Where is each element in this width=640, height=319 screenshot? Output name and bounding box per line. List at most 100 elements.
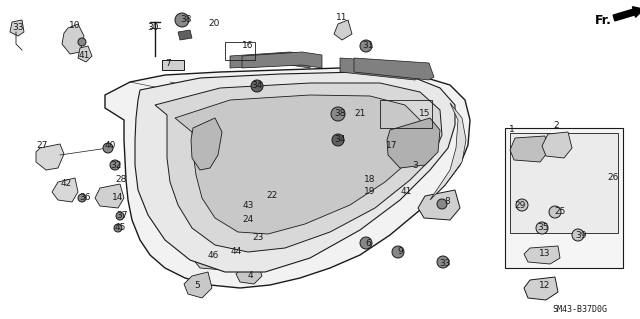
Text: 6: 6 xyxy=(365,239,371,248)
Text: 2: 2 xyxy=(553,121,559,130)
Text: 23: 23 xyxy=(252,234,264,242)
Text: 15: 15 xyxy=(419,108,431,117)
Circle shape xyxy=(360,40,372,52)
Text: 39: 39 xyxy=(575,231,587,240)
Circle shape xyxy=(251,80,263,92)
Text: 29: 29 xyxy=(515,201,525,210)
Polygon shape xyxy=(248,230,276,252)
Text: 26: 26 xyxy=(607,174,619,182)
Text: 40: 40 xyxy=(104,142,116,151)
Circle shape xyxy=(437,256,449,268)
Text: 12: 12 xyxy=(540,280,550,290)
Polygon shape xyxy=(264,188,292,210)
Text: 7: 7 xyxy=(165,60,171,69)
Text: 17: 17 xyxy=(387,142,397,151)
Polygon shape xyxy=(348,172,386,196)
Polygon shape xyxy=(105,68,470,288)
Text: 10: 10 xyxy=(69,20,81,29)
Text: 1: 1 xyxy=(509,125,515,135)
Polygon shape xyxy=(62,24,84,54)
Circle shape xyxy=(78,194,86,202)
Text: 44: 44 xyxy=(230,248,242,256)
Text: 3: 3 xyxy=(412,161,418,170)
Text: 14: 14 xyxy=(112,192,124,202)
Circle shape xyxy=(78,38,86,46)
Text: 4: 4 xyxy=(247,271,253,279)
Polygon shape xyxy=(52,178,78,202)
Circle shape xyxy=(536,222,548,234)
Text: 33: 33 xyxy=(439,259,451,269)
Text: 34: 34 xyxy=(334,136,346,145)
Circle shape xyxy=(103,143,113,153)
Bar xyxy=(162,60,184,70)
Polygon shape xyxy=(178,30,192,40)
Polygon shape xyxy=(155,83,442,252)
Polygon shape xyxy=(418,190,460,220)
Circle shape xyxy=(437,199,447,209)
Bar xyxy=(380,100,432,128)
Polygon shape xyxy=(191,118,222,170)
Text: 30: 30 xyxy=(147,23,159,32)
Text: 31: 31 xyxy=(362,41,374,49)
Text: 36: 36 xyxy=(79,194,91,203)
Text: 25: 25 xyxy=(554,207,566,217)
Circle shape xyxy=(332,134,344,146)
Polygon shape xyxy=(236,264,262,284)
Polygon shape xyxy=(78,46,92,62)
Polygon shape xyxy=(10,20,24,36)
Text: 41: 41 xyxy=(400,188,412,197)
Text: 18: 18 xyxy=(364,175,376,184)
Text: 8: 8 xyxy=(444,197,450,206)
Circle shape xyxy=(175,13,189,27)
FancyArrow shape xyxy=(613,7,640,21)
Text: 20: 20 xyxy=(208,19,220,28)
Bar xyxy=(225,42,255,60)
Text: 42: 42 xyxy=(60,179,72,188)
Text: 37: 37 xyxy=(116,211,128,219)
Text: 41: 41 xyxy=(78,50,90,60)
Text: 34: 34 xyxy=(252,81,262,91)
Text: 35: 35 xyxy=(537,224,548,233)
Text: 13: 13 xyxy=(540,249,551,257)
Polygon shape xyxy=(242,52,322,68)
Polygon shape xyxy=(208,208,252,238)
Polygon shape xyxy=(230,52,310,68)
Circle shape xyxy=(392,246,404,258)
Bar xyxy=(510,133,618,233)
Polygon shape xyxy=(240,200,264,222)
Polygon shape xyxy=(222,244,248,264)
Polygon shape xyxy=(524,246,560,264)
Polygon shape xyxy=(95,184,124,208)
Text: 38: 38 xyxy=(334,108,346,117)
Polygon shape xyxy=(430,103,466,200)
Polygon shape xyxy=(334,20,352,40)
Polygon shape xyxy=(354,58,434,80)
Circle shape xyxy=(549,206,561,218)
Text: 46: 46 xyxy=(207,250,219,259)
Polygon shape xyxy=(175,95,420,234)
Text: SM43-B37D0G: SM43-B37D0G xyxy=(552,306,607,315)
Text: 27: 27 xyxy=(36,142,48,151)
Circle shape xyxy=(116,212,124,220)
Circle shape xyxy=(516,199,528,211)
Text: 38: 38 xyxy=(180,16,192,25)
Polygon shape xyxy=(36,144,64,170)
Text: 16: 16 xyxy=(243,41,253,50)
Text: 43: 43 xyxy=(243,202,253,211)
Polygon shape xyxy=(524,277,558,300)
Polygon shape xyxy=(135,72,455,272)
Bar xyxy=(505,128,623,268)
Text: 21: 21 xyxy=(355,108,365,117)
Polygon shape xyxy=(184,272,212,298)
Polygon shape xyxy=(192,244,234,270)
Text: 32: 32 xyxy=(110,160,122,169)
Text: 11: 11 xyxy=(336,13,348,23)
Circle shape xyxy=(114,224,122,232)
Polygon shape xyxy=(387,118,440,168)
Text: 19: 19 xyxy=(364,188,376,197)
Text: 24: 24 xyxy=(243,214,253,224)
Polygon shape xyxy=(542,132,572,158)
Text: Fr.: Fr. xyxy=(595,13,612,26)
Circle shape xyxy=(331,107,345,121)
Circle shape xyxy=(572,229,584,241)
